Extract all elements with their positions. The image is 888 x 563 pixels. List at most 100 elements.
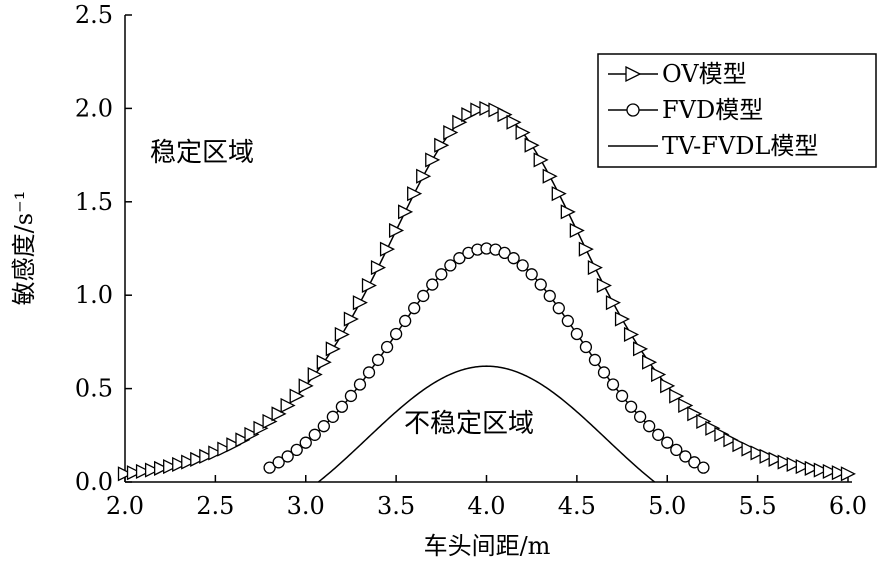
x-tick-label: 3.0 (287, 492, 325, 520)
ov-marker (551, 186, 567, 202)
ov-marker (416, 168, 432, 184)
ov-marker (660, 378, 676, 394)
x-tick-label: 6.0 (829, 492, 867, 520)
ov-marker (117, 466, 133, 482)
ov-marker (651, 366, 667, 383)
x-tick-label: 5.0 (648, 492, 686, 520)
ov-marker (506, 114, 522, 130)
ov-marker (199, 448, 215, 464)
fvd-marker (417, 289, 430, 303)
ov-marker (452, 114, 468, 130)
ov-marker (623, 326, 640, 343)
ov-marker (398, 204, 414, 220)
y-tick-label: 0.0 (75, 468, 113, 496)
ov-marker (253, 420, 269, 436)
ov-marker (407, 186, 423, 202)
legend: OV模型 FVD模型 TV-FVDL模型 (597, 53, 877, 168)
ov-marker (172, 456, 188, 472)
ov-marker (488, 102, 504, 118)
y-axis-title: 敏感度/s⁻¹ (10, 191, 38, 306)
unstable-region-label: 不稳定区域 (404, 409, 534, 439)
fvd-marker (380, 340, 394, 354)
legend-label: FVD模型 (662, 96, 763, 124)
ov-marker (443, 125, 459, 141)
ov-marker (524, 137, 540, 153)
ov-marker (642, 354, 658, 370)
ov-marker (614, 311, 631, 327)
fvd-marker (670, 443, 683, 457)
ov-marker (687, 406, 703, 422)
ov-marker (569, 222, 585, 239)
y-tick-label: 1.5 (75, 188, 113, 216)
ov-marker (578, 241, 594, 257)
fvd-marker (561, 314, 574, 328)
fvd-marker (624, 400, 638, 413)
fvd-marker (335, 400, 349, 413)
legend-marker (625, 65, 642, 83)
ov-marker (831, 465, 847, 481)
fvd-marker (362, 366, 376, 379)
ov-marker (705, 420, 721, 436)
fvd-marker (263, 461, 276, 474)
y-tick-label: 2.0 (75, 94, 113, 122)
ov-marker (361, 277, 377, 294)
fvd-marker (308, 428, 321, 441)
ov-marker (678, 397, 694, 413)
ov-marker (334, 326, 350, 343)
fvd-marker (516, 259, 529, 272)
ov-marker (388, 222, 405, 239)
ov-marker (479, 100, 495, 116)
fvd-marker (652, 428, 665, 441)
fvd-marker (525, 268, 538, 281)
ov-marker (533, 152, 549, 168)
ov-marker (190, 451, 206, 467)
fvd-marker (281, 450, 294, 463)
fvd-marker (344, 389, 358, 403)
ov-marker (135, 463, 152, 480)
series-layer (117, 100, 856, 483)
ov-marker (777, 454, 793, 470)
ov-marker (226, 437, 242, 453)
ov-marker (289, 388, 305, 404)
fvd-marker (543, 289, 556, 303)
ov-marker (669, 388, 685, 404)
ov-marker (723, 432, 739, 448)
fvd-marker (597, 366, 611, 379)
ov-marker (434, 137, 450, 153)
y-tick-label: 0.5 (75, 375, 113, 403)
fvd-marker (570, 327, 584, 341)
fvd-marker (579, 340, 593, 354)
x-tick-label: 4.5 (558, 492, 596, 520)
legend-label: OV模型 (662, 60, 747, 88)
ov-marker (280, 397, 296, 413)
ov-marker (497, 107, 513, 123)
ov-marker (750, 445, 766, 461)
fvd-marker (317, 420, 330, 433)
ov-marker (696, 413, 712, 430)
ov-marker (298, 378, 314, 394)
fvd-marker (389, 327, 403, 341)
fvd-marker (552, 302, 565, 315)
ov-marker (316, 354, 332, 370)
x-tick-label: 3.5 (377, 492, 415, 520)
axes: 2.0 2.5 3.0 3.5 4.0 4.5 5.0 5.5 6.0 0.0 0.5 1.0 1.5 2… (75, 1, 867, 520)
fvd-marker (371, 353, 385, 367)
ov-marker (822, 463, 838, 480)
ov-marker (632, 341, 649, 357)
stable-region-label: 稳定区域 (150, 138, 254, 168)
fvd-marker (299, 436, 312, 449)
ov-marker (515, 125, 531, 141)
ov-marker (461, 107, 477, 123)
fvd-marker (615, 389, 629, 403)
fvd-marker (606, 378, 620, 391)
ov-marker (271, 406, 287, 422)
ov-marker (768, 451, 784, 467)
fvd-marker (435, 268, 448, 281)
fvd-marker (507, 252, 520, 265)
x-tick-label: 5.5 (739, 492, 777, 520)
ov-marker (154, 460, 170, 476)
ov-marker (425, 152, 441, 168)
fvd-marker (688, 456, 701, 469)
fvd-marker (498, 246, 511, 260)
